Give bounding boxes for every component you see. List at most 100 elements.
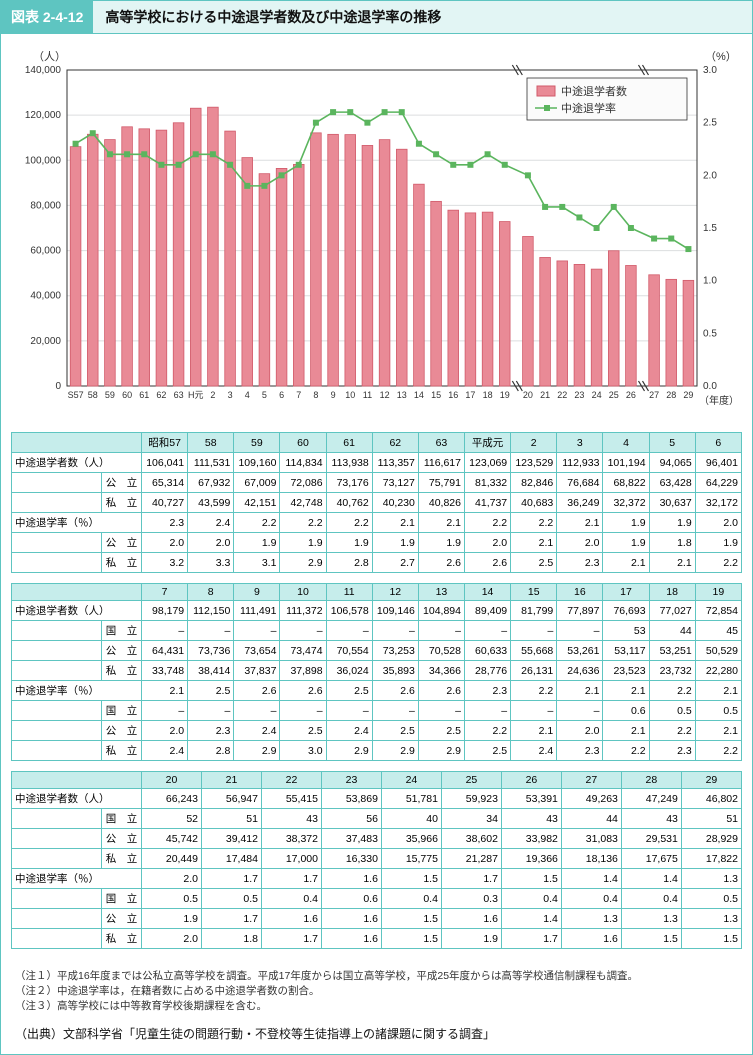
svg-text:61: 61 — [139, 390, 149, 400]
data-cell: 40,683 — [511, 493, 557, 513]
svg-text:9: 9 — [331, 390, 336, 400]
svg-text:20: 20 — [523, 390, 533, 400]
data-cell: 1.9 — [649, 513, 695, 533]
table-row: 国 立––––––––––0.60.50.5 — [12, 701, 742, 721]
data-cell: 2.3 — [557, 741, 603, 761]
data-cell: 26,131 — [511, 661, 557, 681]
col-header: 17 — [603, 584, 649, 601]
col-header: 29 — [681, 772, 741, 789]
data-cell: 1.5 — [381, 929, 441, 949]
data-cell: 1.6 — [561, 929, 621, 949]
data-cell: 2.1 — [557, 513, 603, 533]
svg-text:28: 28 — [666, 390, 676, 400]
data-cell: 2.5 — [280, 721, 326, 741]
data-cell: 2.7 — [372, 553, 418, 573]
data-cell: 2.5 — [511, 553, 557, 573]
data-cell: 76,693 — [603, 601, 649, 621]
col-header: 19 — [695, 584, 741, 601]
col-header: 27 — [561, 772, 621, 789]
data-cell: 2.9 — [418, 741, 464, 761]
data-cell: 2.1 — [603, 553, 649, 573]
col-header: 61 — [326, 433, 372, 453]
data-cell: 112,933 — [557, 453, 603, 473]
data-cell: 2.2 — [326, 513, 372, 533]
data-cell: 73,654 — [234, 641, 280, 661]
data-cell: 2.6 — [465, 553, 511, 573]
data-cell: 45 — [695, 621, 741, 641]
data-cell: 1.5 — [381, 909, 441, 929]
col-header: 6 — [695, 433, 741, 453]
data-cell: 0.4 — [381, 889, 441, 909]
data-cell: 2.5 — [372, 721, 418, 741]
data-cell: 16,330 — [321, 849, 381, 869]
data-cell: 2.4 — [326, 721, 372, 741]
data-cell: 2.4 — [142, 741, 188, 761]
data-cell: 17,000 — [261, 849, 321, 869]
data-cell: 0.4 — [621, 889, 681, 909]
data-table-3: 20212223242526272829中途退学者数（人）66,24356,94… — [11, 771, 742, 949]
data-cell: 112,150 — [188, 601, 234, 621]
data-cell: 37,837 — [234, 661, 280, 681]
data-cell: 2.1 — [418, 513, 464, 533]
data-cell: 21,287 — [441, 849, 501, 869]
row-sublabel: 公 立 — [102, 909, 142, 929]
data-cell: 36,024 — [326, 661, 372, 681]
data-cell: 64,431 — [142, 641, 188, 661]
svg-text:25: 25 — [609, 390, 619, 400]
col-header: 13 — [418, 584, 464, 601]
data-cell: 51,781 — [381, 789, 441, 809]
data-cell: 72,086 — [280, 473, 326, 493]
svg-text:63: 63 — [174, 390, 184, 400]
data-cell: – — [465, 701, 511, 721]
data-cell: 2.6 — [418, 681, 464, 701]
col-header: 26 — [501, 772, 561, 789]
table-row: 公 立45,74239,41238,37237,48335,96638,6023… — [12, 829, 742, 849]
data-cell: 39,412 — [202, 829, 262, 849]
col-header: 昭和57 — [142, 433, 188, 453]
data-cell: 1.9 — [234, 533, 280, 553]
data-cell: 17,675 — [621, 849, 681, 869]
col-header: 10 — [280, 584, 326, 601]
svg-text:22: 22 — [557, 390, 567, 400]
data-cell: 81,332 — [465, 473, 511, 493]
table-row: 国 立––––––––––534445 — [12, 621, 742, 641]
data-cell: 15,775 — [381, 849, 441, 869]
table-row: 私 立3.23.33.12.92.82.72.62.62.52.32.12.12… — [12, 553, 742, 573]
row-sublabel: 私 立 — [102, 661, 142, 681]
data-cell: 2.0 — [142, 869, 202, 889]
data-cell: 73,253 — [372, 641, 418, 661]
data-cell: 81,799 — [511, 601, 557, 621]
row-label: 中途退学率（％） — [12, 681, 142, 701]
data-cell: – — [280, 701, 326, 721]
data-cell: 106,041 — [142, 453, 188, 473]
data-cell: 1.5 — [681, 929, 741, 949]
data-cell: 1.5 — [621, 929, 681, 949]
data-cell: 1.4 — [501, 909, 561, 929]
data-cell: 23,523 — [603, 661, 649, 681]
svg-text:62: 62 — [156, 390, 166, 400]
data-cell: 38,372 — [261, 829, 321, 849]
col-header: 62 — [372, 433, 418, 453]
data-cell: 2.0 — [695, 513, 741, 533]
data-cell: 53,251 — [649, 641, 695, 661]
svg-text:5: 5 — [262, 390, 267, 400]
col-header: 16 — [557, 584, 603, 601]
svg-text:60,000: 60,000 — [30, 246, 61, 257]
table-row: 公 立2.02.01.91.91.91.91.92.02.12.01.91.81… — [12, 533, 742, 553]
figure-title: 高等学校における中途退学者数及び中途退学率の推移 — [93, 1, 752, 33]
svg-text:1.5: 1.5 — [703, 223, 717, 234]
data-cell: 1.7 — [202, 869, 262, 889]
data-cell: 23,732 — [649, 661, 695, 681]
svg-text:26: 26 — [626, 390, 636, 400]
data-cell: 2.5 — [326, 681, 372, 701]
svg-text:（人）: （人） — [33, 50, 66, 63]
svg-text:40,000: 40,000 — [30, 291, 61, 302]
data-cell: 55,668 — [511, 641, 557, 661]
data-cell: – — [188, 621, 234, 641]
data-cell: 0.4 — [561, 889, 621, 909]
data-cell: 40,826 — [418, 493, 464, 513]
data-cell: 1.3 — [681, 909, 741, 929]
row-sublabel: 公 立 — [102, 641, 142, 661]
data-cell: 60,633 — [465, 641, 511, 661]
data-cell: 2.2 — [649, 721, 695, 741]
